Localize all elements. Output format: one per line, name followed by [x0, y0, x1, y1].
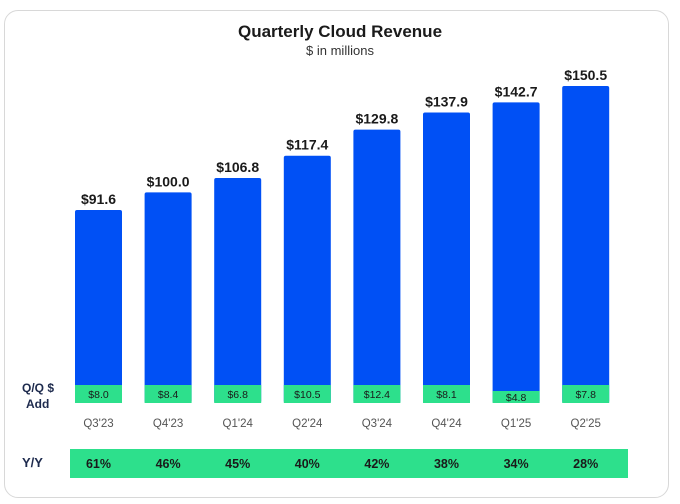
revenue-label-7: $150.5 — [564, 67, 607, 83]
qq-add-bar-3 — [283, 385, 331, 403]
revenue-label-6: $142.7 — [495, 83, 538, 99]
x-tick-label-0: Q3'23 — [83, 418, 113, 430]
x-tick-label-2: Q1'24 — [223, 418, 254, 430]
revenue-bar-5 — [423, 112, 470, 403]
chart-title: Quarterly Cloud Revenue — [237, 22, 443, 41]
yy-value-4: 42% — [364, 457, 389, 471]
qq-add-label-line-1: Q/Q $ — [22, 381, 55, 395]
qq-add-label-1: $8.4 — [158, 389, 179, 401]
revenue-label-2: $106.8 — [216, 159, 259, 175]
yy-value-0: 61% — [86, 457, 111, 471]
qq-add-label-4: $12.4 — [364, 389, 390, 401]
qq-add-bar-7 — [562, 385, 610, 403]
revenue-label-1: $100.0 — [147, 173, 190, 189]
revenue-bar-2 — [214, 178, 262, 403]
revenue-label-3: $117.4 — [286, 137, 328, 153]
qq-add-bar-5 — [423, 385, 470, 403]
yy-label: Y/Y — [22, 455, 43, 470]
qq-add-bar-6 — [492, 391, 540, 403]
qq-add-label-line-2: Add — [26, 397, 50, 411]
qq-add-bar-0 — [75, 385, 122, 403]
yy-value-3: 40% — [295, 457, 320, 471]
revenue-bar-7 — [562, 86, 610, 403]
revenue-bar-0 — [75, 210, 122, 403]
yy-value-1: 46% — [156, 457, 181, 471]
qq-add-label-3: $10.5 — [294, 389, 320, 401]
revenue-bar-1 — [144, 192, 192, 403]
yy-value-6: 34% — [504, 457, 529, 471]
x-tick-label-7: Q2'25 — [571, 418, 601, 430]
yy-value-5: 38% — [434, 457, 459, 471]
qq-add-bar-1 — [144, 385, 192, 403]
qq-add-bar-4 — [353, 385, 401, 403]
x-tick-label-1: Q4'23 — [153, 418, 183, 430]
qq-add-label-7: $7.8 — [575, 389, 596, 401]
qq-add-label-0: $8.0 — [88, 389, 109, 401]
revenue-label-0: $91.6 — [81, 191, 116, 207]
qq-add-label: Q/Q $ Add — [22, 380, 54, 412]
yy-value-7: 28% — [573, 457, 598, 471]
qq-add-bar-2 — [214, 385, 262, 403]
x-tick-label-6: Q1'25 — [501, 418, 531, 430]
revenue-bar-6 — [492, 102, 540, 404]
revenue-label-5: $137.9 — [425, 94, 468, 110]
revenue-bar-3 — [283, 155, 331, 403]
x-tick-label-4: Q3'24 — [362, 418, 393, 430]
x-tick-label-5: Q4'24 — [431, 418, 462, 430]
yy-row-band — [70, 449, 628, 478]
yy-value-2: 45% — [225, 457, 250, 471]
x-tick-label-3: Q2'24 — [292, 418, 323, 430]
qq-add-label-6: $4.8 — [506, 392, 527, 404]
revenue-label-4: $129.8 — [355, 111, 398, 127]
qq-add-label-5: $8.1 — [436, 389, 457, 401]
revenue-bar-4 — [353, 129, 401, 404]
qq-add-label-2: $6.8 — [227, 389, 248, 401]
chart-subtitle: $ in millions — [306, 43, 374, 58]
